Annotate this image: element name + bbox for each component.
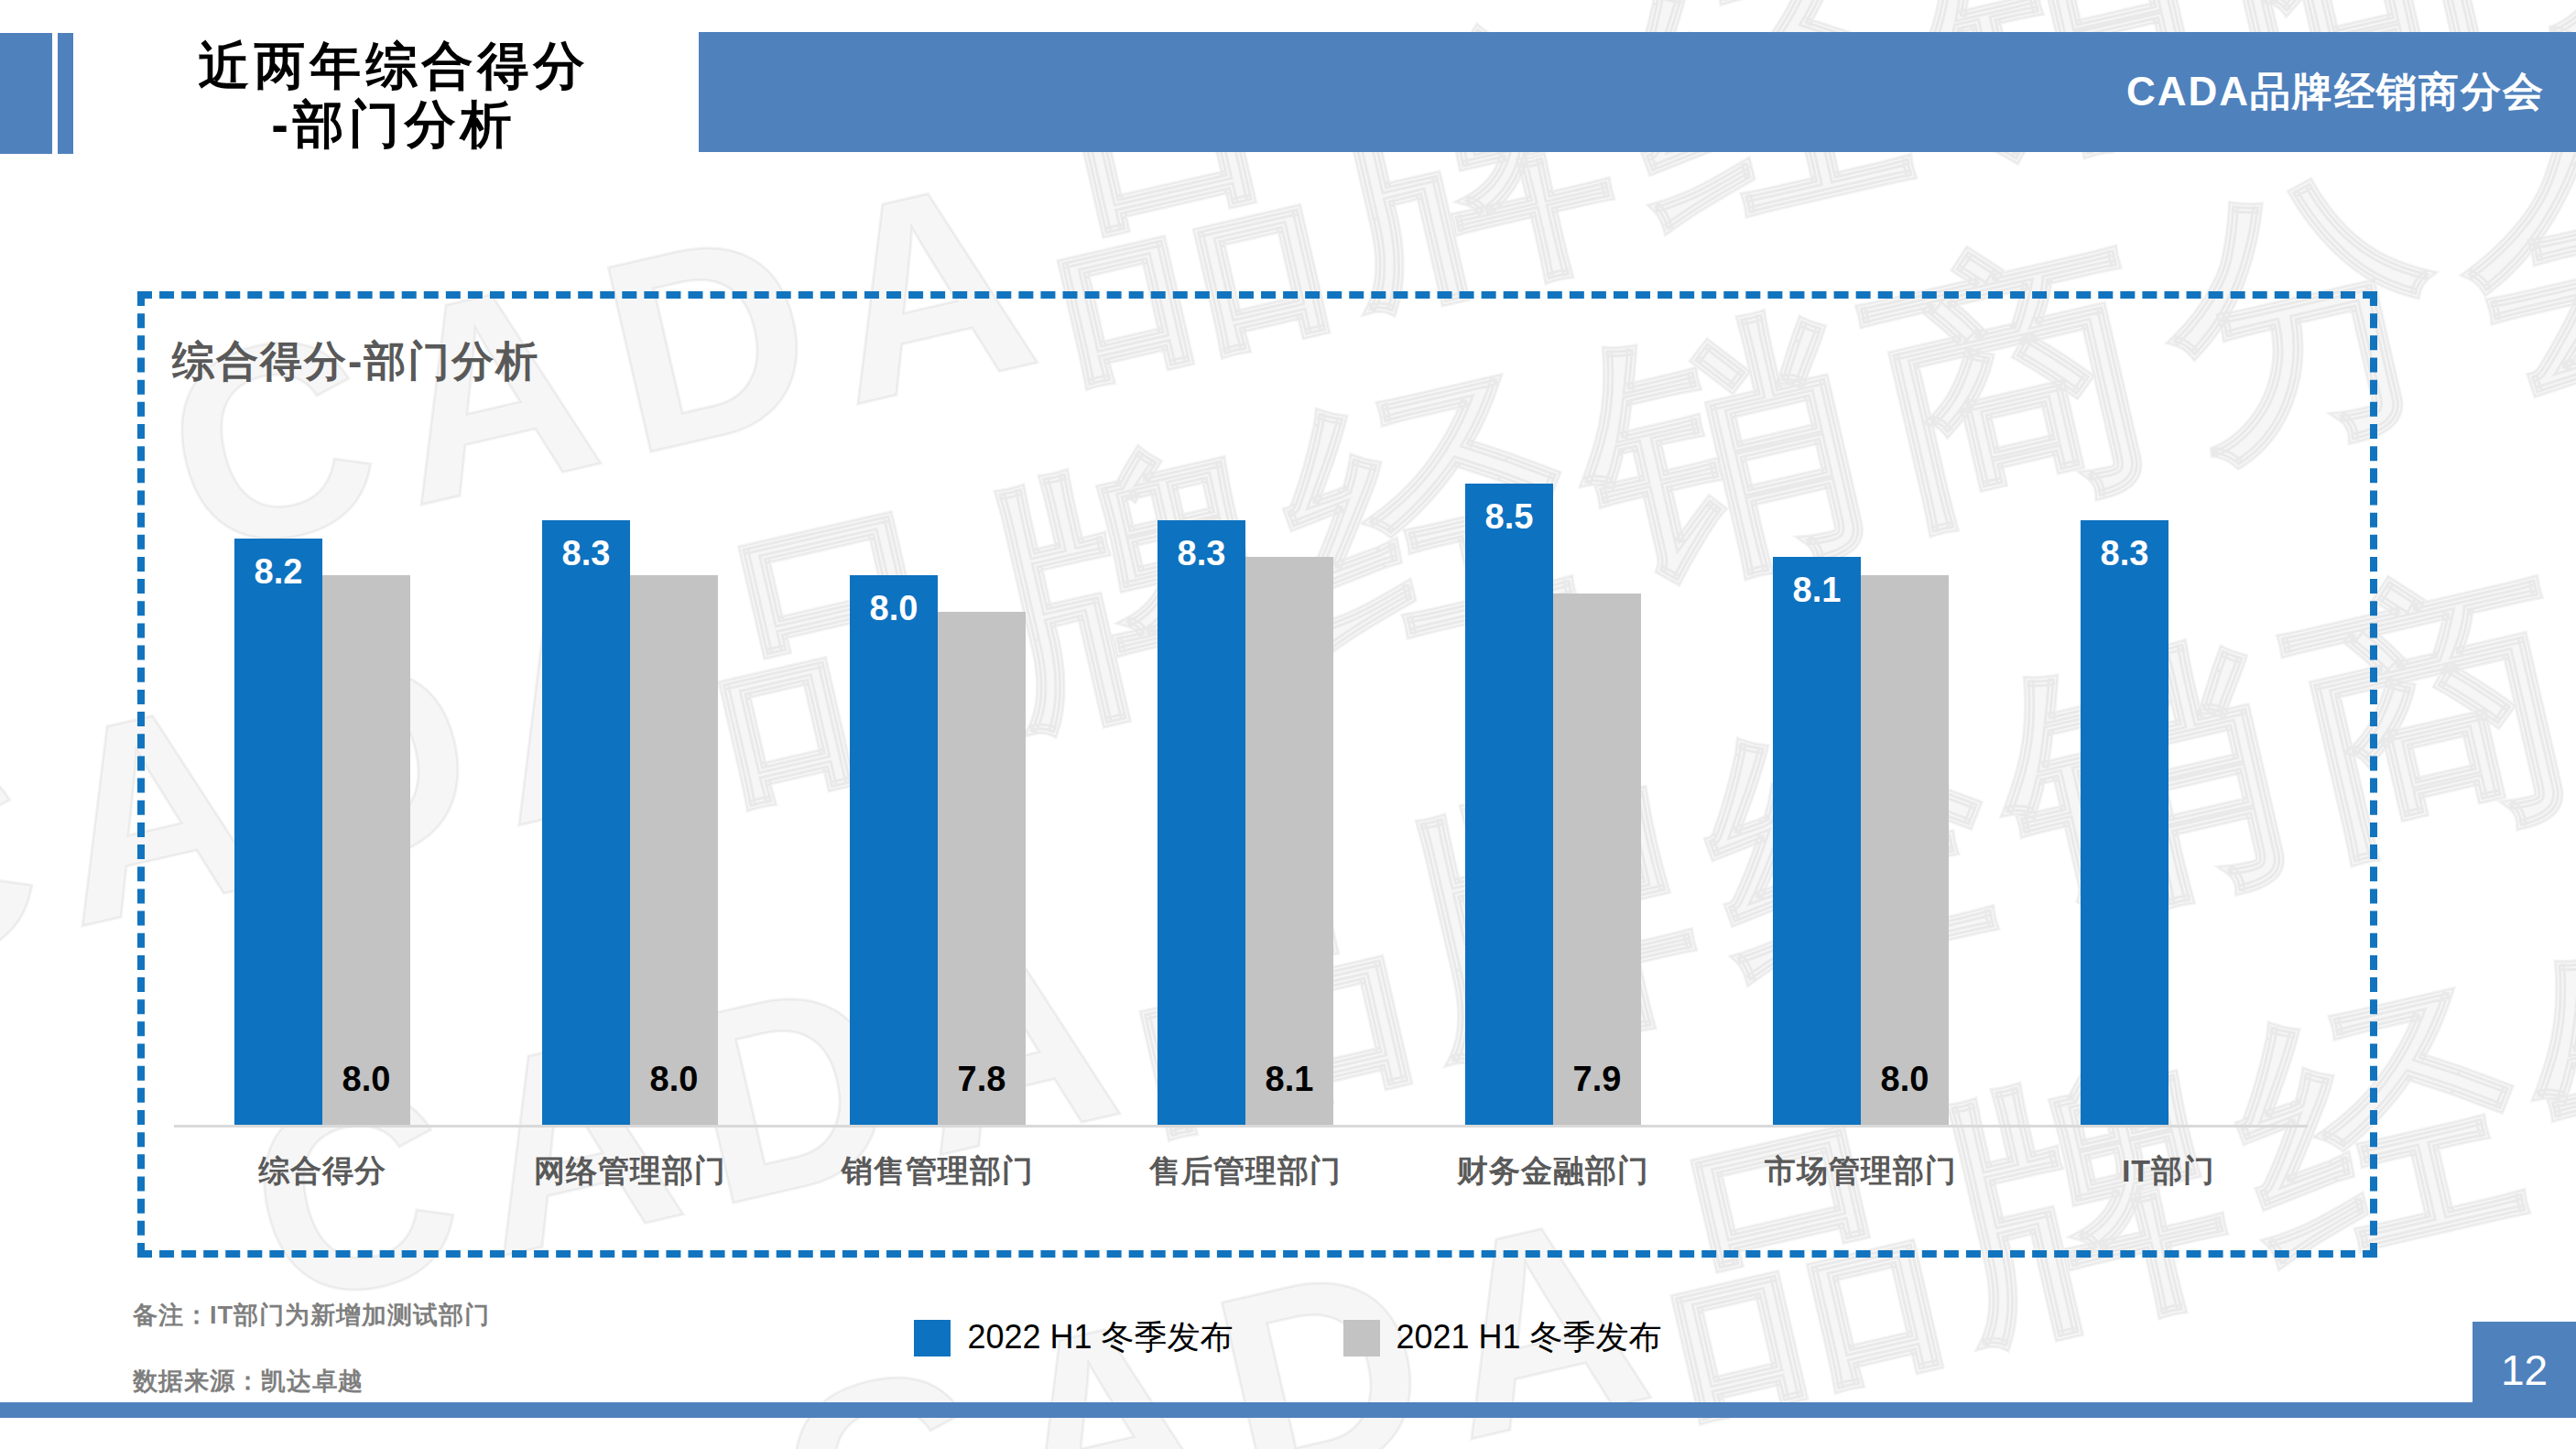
category-label-0: 综合得分 [167,1150,478,1193]
bar-2022h1-1 [542,520,630,1125]
note-source: 数据来源：凯达卓越 [133,1365,364,1398]
bars-layer: 8.2 8.0 综合得分 8.3 8.0 网络管理部门 8.0 7.8 销售管理部门 8.3 8.1… [0,0,2576,1449]
category-label-4: 财务金融部门 [1397,1150,1709,1193]
legend-label-2021: 2021 H1 冬季发布 [1397,1315,1662,1360]
category-label-1: 网络管理部门 [474,1150,786,1193]
note-remark: 备注：IT部门为新增加测试部门 [133,1299,490,1332]
bar-value-2022h1-5: 8.1 [1773,570,1861,610]
legend-item-2021: 2021 H1 冬季发布 [1343,1315,1662,1360]
bar-2021h1-4 [1553,594,1641,1125]
bar-value-2021h1-1: 8.0 [630,1059,718,1099]
legend-swatch-2021 [1343,1320,1380,1356]
bar-value-2022h1-0: 8.2 [234,551,322,592]
bar-2021h1-3 [1245,557,1333,1125]
bar-2022h1-3 [1158,520,1245,1125]
bar-value-2021h1-2: 7.8 [938,1059,1026,1099]
bar-2021h1-0 [322,575,410,1125]
legend-label-2022: 2022 H1 冬季发布 [967,1315,1233,1360]
legend-item-2022: 2022 H1 冬季发布 [914,1315,1233,1360]
category-label-2: 销售管理部门 [782,1150,1093,1193]
bar-2022h1-0 [234,539,322,1125]
category-label-5: 市场管理部门 [1705,1150,2016,1193]
bar-value-2021h1-0: 8.0 [322,1059,410,1099]
slide: CADA品牌经销商分会 CADA品牌经销商分会 CADA品牌经销商分会 CADA… [0,0,2576,1449]
category-label-6: IT部门 [2013,1150,2324,1193]
bar-value-2022h1-4: 8.5 [1465,496,1553,537]
bar-value-2022h1-3: 8.3 [1158,533,1245,573]
bar-2022h1-2 [850,575,938,1125]
page-number-box: 12 [2473,1322,2576,1418]
legend-swatch-2022 [914,1320,951,1356]
bar-2022h1-5 [1773,557,1861,1125]
bar-value-2021h1-4: 7.9 [1553,1059,1641,1099]
bar-value-2021h1-3: 8.1 [1245,1059,1333,1099]
bar-value-2021h1-5: 8.0 [1861,1059,1949,1099]
bar-2021h1-1 [630,575,718,1125]
bar-value-2022h1-6: 8.3 [2081,533,2168,573]
bar-2021h1-5 [1861,575,1949,1125]
category-label-3: 售后管理部门 [1090,1150,1401,1193]
bar-value-2022h1-1: 8.3 [542,533,630,573]
bar-2022h1-6 [2081,520,2168,1125]
page-number: 12 [2501,1346,2548,1395]
bar-2021h1-2 [938,612,1026,1125]
bar-value-2022h1-2: 8.0 [850,588,938,628]
bar-2022h1-4 [1465,484,1553,1125]
